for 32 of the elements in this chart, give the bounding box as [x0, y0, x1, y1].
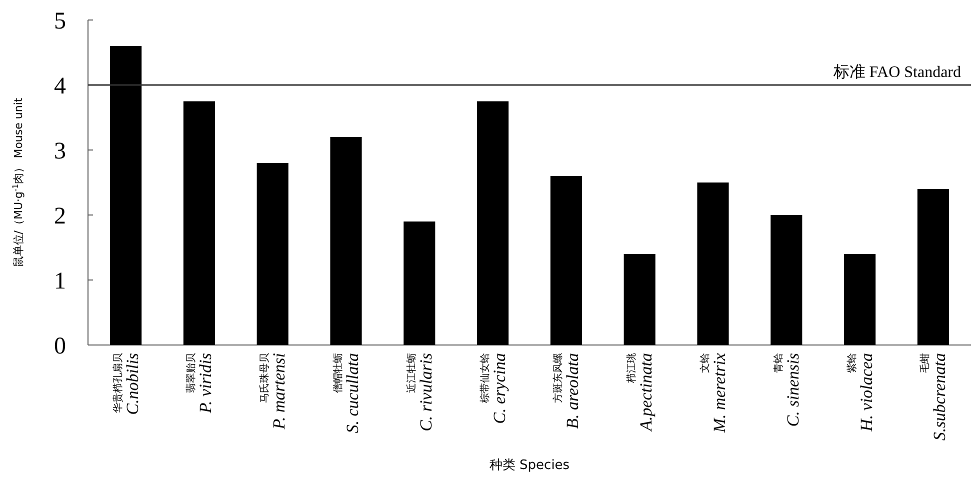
- x-tick-label: 方斑东风螺 B. areolata: [552, 353, 582, 429]
- bar: [624, 254, 656, 345]
- bar: [844, 254, 876, 345]
- bar: [697, 182, 729, 345]
- bar: [330, 137, 362, 345]
- x-tick-label: 马氏珠母贝 P. martensi: [258, 352, 289, 430]
- y-tick-label: 0: [54, 333, 66, 360]
- y-tick-label: 3: [54, 138, 66, 164]
- x-axis-title: 种类 Species: [489, 458, 570, 473]
- y-tick-label: 1: [54, 268, 66, 294]
- ref-line-label: 标准 FAO Standard: [832, 63, 961, 81]
- y-tick-label: 2: [54, 203, 66, 230]
- bar: [917, 189, 949, 345]
- bar: [183, 101, 215, 345]
- x-tick-label: 翡翠贻贝 P. viridis: [185, 352, 216, 414]
- x-tick-label: 青蛤 C. sinensis: [772, 352, 802, 427]
- bar: [110, 46, 142, 345]
- bar: [477, 101, 509, 345]
- bar: [550, 176, 582, 345]
- y-tick-label: 4: [54, 73, 66, 100]
- x-tick-label: 文蛤 M. meretrix: [699, 352, 729, 434]
- x-tick-label: 棕带仙女蛤 C. erycina: [478, 353, 509, 424]
- x-tick-label: 僧帽牡蛎 S. cucullata: [332, 353, 362, 434]
- x-tick-label: 毛蚶 S.subcrenata: [919, 353, 950, 441]
- x-tick-label: 近江牡蛎 C. rivularis: [405, 352, 436, 432]
- bar: [404, 222, 436, 345]
- y-tick-label: 5: [54, 8, 66, 34]
- bar: [770, 215, 802, 345]
- x-tick-label: 紫蛤 H. violacea: [846, 353, 876, 432]
- x-tick-label: 华贵栉孔扇贝 C.nobilis: [112, 352, 142, 415]
- x-tick-label: 栉江珧 A.pectinata: [626, 353, 656, 432]
- bar: [256, 163, 288, 345]
